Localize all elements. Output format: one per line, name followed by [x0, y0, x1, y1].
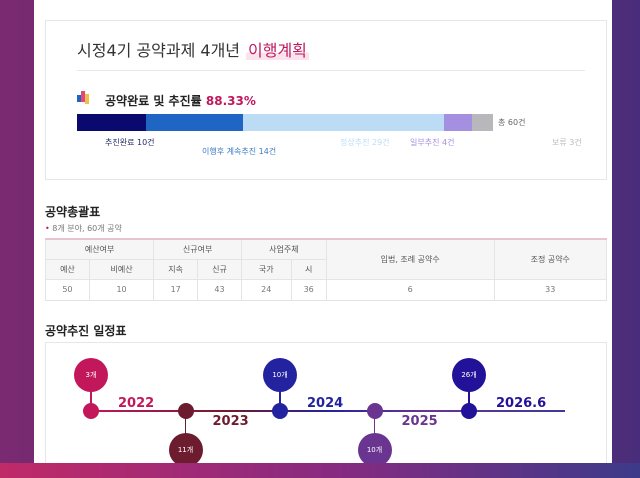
summary-title: 공약총괄표 — [45, 205, 101, 219]
progress-heading: 공약완료 및 추진률 88.33% — [105, 92, 256, 109]
milestone-stem — [279, 385, 281, 411]
milestone-count: 10개 — [357, 433, 392, 467]
milestone-dot — [366, 403, 383, 419]
note-text: 8개 분야, 60개 공약 — [52, 224, 122, 233]
milestone-dot — [83, 403, 99, 419]
milestone-stem — [90, 385, 92, 411]
table-cell: 6 — [325, 278, 495, 301]
milestone-year: 2025 — [401, 414, 438, 429]
progress-segment — [472, 114, 493, 131]
table-subheader: 지속 — [153, 258, 199, 280]
table-header: 입법, 조례 공약수 — [325, 238, 495, 280]
page: 시정4기 공약과제 4개년 이행계획 공약완료 및 추진률 88.33% 총 60… — [34, 0, 612, 472]
milestone-count: 10개 — [263, 358, 297, 392]
title-highlight: 이행계획 — [246, 41, 309, 60]
milestone-dot — [177, 403, 194, 419]
summary-note: • 8개 분야, 60개 공약 — [45, 224, 122, 233]
progress-label: 공약완료 및 추진률 — [105, 94, 202, 108]
table-subheader: 국가 — [240, 258, 292, 280]
milestone-year: 2026.6 — [496, 396, 547, 411]
progress-segment — [77, 114, 147, 131]
page-title: 시정4기 공약과제 4개년 이행계획 — [77, 37, 309, 61]
progress-segment — [146, 114, 244, 131]
table-cell: 33 — [493, 278, 608, 301]
table-header: 조정 공약수 — [493, 238, 608, 280]
milestone-stem — [468, 385, 470, 411]
milestone-dot — [272, 403, 288, 419]
milestone-year: 2024 — [307, 396, 344, 411]
table-row: 50 10 17 43 24 36 6 33 — [45, 278, 608, 301]
milestone-year: 2023 — [212, 414, 249, 429]
table-header: 신규여부 — [153, 238, 242, 260]
milestone-stem — [184, 411, 187, 437]
segment-label: 이행후 계속추진 14건 — [202, 147, 277, 156]
progress-rate: 88.33% — [205, 94, 256, 108]
milestone-count: 11개 — [168, 433, 203, 467]
segment-label: 추진완료 10건 — [105, 138, 155, 147]
segment-label: 보류 3건 — [552, 138, 582, 147]
title-text: 시정4기 공약과제 4개년 — [77, 41, 241, 60]
plan-card — [45, 20, 607, 180]
table-cell: 10 — [88, 278, 155, 301]
milestone-dot — [461, 403, 477, 419]
milestone-stem — [373, 411, 376, 437]
schedule-title: 공약추진 일정표 — [45, 324, 127, 338]
progress-segment — [243, 114, 445, 131]
segment-label: 정상추진 29건 — [340, 138, 390, 147]
bar-chart-icon — [77, 91, 91, 104]
footer-band — [0, 463, 640, 478]
table-cell: 43 — [197, 278, 242, 301]
table-header: 예산여부 — [44, 238, 155, 260]
progress-bar — [77, 114, 493, 131]
milestone-count: 26개 — [452, 358, 486, 392]
timeline: 3개 2022 11개 2023 10개 2024 10개 2025 26개 2026.6 — [34, 0, 612, 467]
segment-label: 일부추진 4건 — [410, 138, 455, 147]
progress-segment — [444, 114, 473, 131]
milestone-year: 2022 — [118, 396, 155, 411]
milestone-count: 3개 — [74, 358, 108, 392]
table-header: 사업주체 — [240, 238, 327, 260]
divider — [77, 70, 585, 71]
progress-total: 총 60건 — [498, 118, 526, 127]
table-cell: 36 — [290, 278, 327, 301]
table-subheader: 시 — [290, 258, 327, 280]
timeline-line — [91, 410, 565, 412]
table-subheader: 신규 — [197, 258, 242, 280]
summary-table: 예산여부 신규여부 사업주체 입법, 조례 공약수 조정 공약수 예산 비예산 지속 신규 국가… — [44, 238, 608, 301]
